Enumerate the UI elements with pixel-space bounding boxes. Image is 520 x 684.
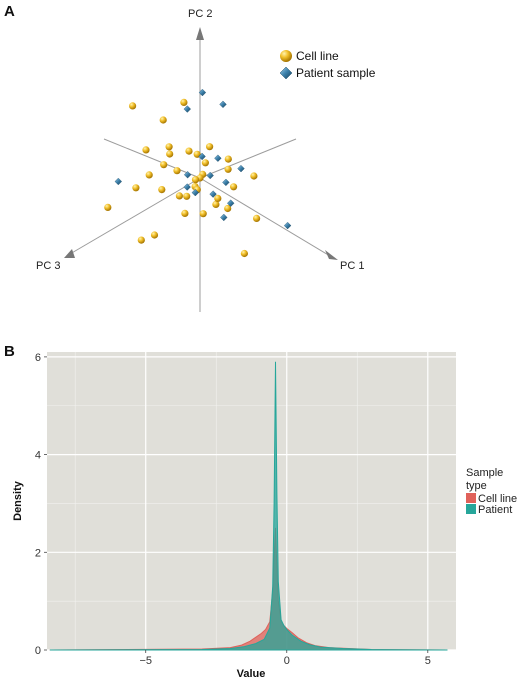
pca-3d-plot: PC 2 PC 1 PC 3 Cell line Patient sample: [36, 8, 376, 312]
density-grid: [47, 352, 456, 651]
density-ticks: −5 0 5 0 2 4 6: [35, 352, 431, 667]
patient-sample-point: [219, 100, 227, 109]
cell-line-point: [180, 98, 188, 106]
x-tick-label: 0: [284, 655, 290, 667]
y-axis-title: Density: [12, 480, 24, 521]
patient-sample-point: [220, 213, 228, 222]
patient-sample-point: [283, 221, 292, 230]
density-plot: −5 0 5 0 2 4 6 Value Density Sample type Cell …: [12, 352, 517, 680]
cell-line-point: [150, 231, 159, 239]
cell-line-point: [212, 200, 220, 208]
cell-line-point: [185, 147, 193, 155]
patient-sample-point: [237, 164, 245, 173]
panel-a-label: A: [4, 3, 15, 20]
density-areas: [49, 361, 448, 651]
cell-line-point: [191, 176, 200, 184]
density-area-patient: [49, 361, 448, 651]
x-tick-label: −5: [139, 655, 152, 667]
plot-panel-background: [47, 352, 456, 650]
cell-line-point: [253, 214, 261, 222]
cell-line-point: [250, 172, 258, 180]
cell-line-point: [160, 161, 168, 169]
patient-sample-point: [198, 152, 206, 161]
pc3-arrowhead: [64, 249, 75, 258]
pc1-axis-line-back: [103, 138, 201, 179]
cell-line-point: [173, 167, 181, 175]
y-tick-label: 4: [35, 450, 41, 462]
pca-legend: Cell line Patient sample: [279, 49, 376, 80]
legend-label-cell-line: Cell line: [478, 493, 517, 505]
cell-line-point: [159, 116, 167, 124]
patient-sample-point: [183, 183, 191, 191]
legend-title-line-2: type: [466, 480, 487, 492]
density-legend: Sample type Cell line Patient: [466, 467, 517, 516]
cell-line-point: [181, 209, 189, 217]
patient-sample-point: [222, 178, 230, 187]
cell-line-point: [142, 146, 150, 154]
cell-line-point: [132, 184, 140, 192]
cell-line-point: [224, 165, 232, 173]
cell-line-point: [230, 183, 238, 191]
pc2-axis-label: PC 2: [188, 8, 212, 20]
y-tick-label: 0: [35, 645, 41, 657]
patient-sample-point: [183, 171, 192, 179]
pc3-axis-line: [69, 177, 201, 255]
cell-line-point: [199, 210, 207, 218]
patient-sample-point: [183, 105, 191, 113]
patient-sample-point: [114, 177, 122, 186]
legend-cell-line: Cell line: [296, 49, 339, 63]
patient-sample-point: [206, 171, 214, 180]
x-tick-label: 5: [425, 655, 431, 667]
patient-sample-point: [209, 190, 217, 198]
pc3-axis-line-back: [199, 138, 297, 179]
cell-line-point: [145, 171, 153, 179]
patient-sample-point: [214, 154, 222, 162]
pc1-axis-label: PC 1: [340, 260, 364, 272]
x-axis-title: Value: [237, 668, 266, 680]
cell-line-point: [224, 155, 232, 163]
pc1-axis-line: [199, 177, 331, 257]
cell-line-point: [214, 194, 222, 202]
cell-line-point: [175, 192, 183, 200]
diamond-icon: [279, 66, 293, 80]
cell-line-point: [183, 192, 191, 200]
panel-b-label: B: [4, 343, 15, 360]
sphere-icon: [280, 50, 292, 62]
patient-sample-point: [191, 188, 199, 197]
pc3-axis-label: PC 3: [36, 260, 60, 272]
legend-label-patient: Patient: [478, 504, 512, 516]
cell-line-point: [158, 186, 166, 194]
cell-line-point: [224, 204, 232, 213]
cell-line-point: [206, 143, 214, 151]
cell-line-point: [201, 159, 209, 167]
legend-title-line-1: Sample: [466, 467, 503, 479]
pca-points: [104, 88, 292, 258]
pc1-arrowhead: [325, 250, 338, 260]
cell-line-point: [137, 236, 145, 244]
pc2-arrowhead: [196, 27, 204, 40]
legend-key-cell-line: [466, 493, 476, 503]
patient-sample-point: [198, 88, 207, 97]
cell-line-point: [104, 203, 112, 211]
cell-line-point: [165, 143, 173, 151]
cell-line-point: [166, 150, 174, 158]
legend-key-patient: [466, 504, 476, 514]
legend-patient-sample: Patient sample: [296, 66, 376, 80]
y-tick-label: 6: [35, 352, 41, 364]
cell-line-point: [240, 249, 248, 258]
patient-sample-point: [227, 199, 235, 207]
cell-line-point: [129, 102, 137, 110]
y-tick-label: 2: [35, 547, 41, 559]
